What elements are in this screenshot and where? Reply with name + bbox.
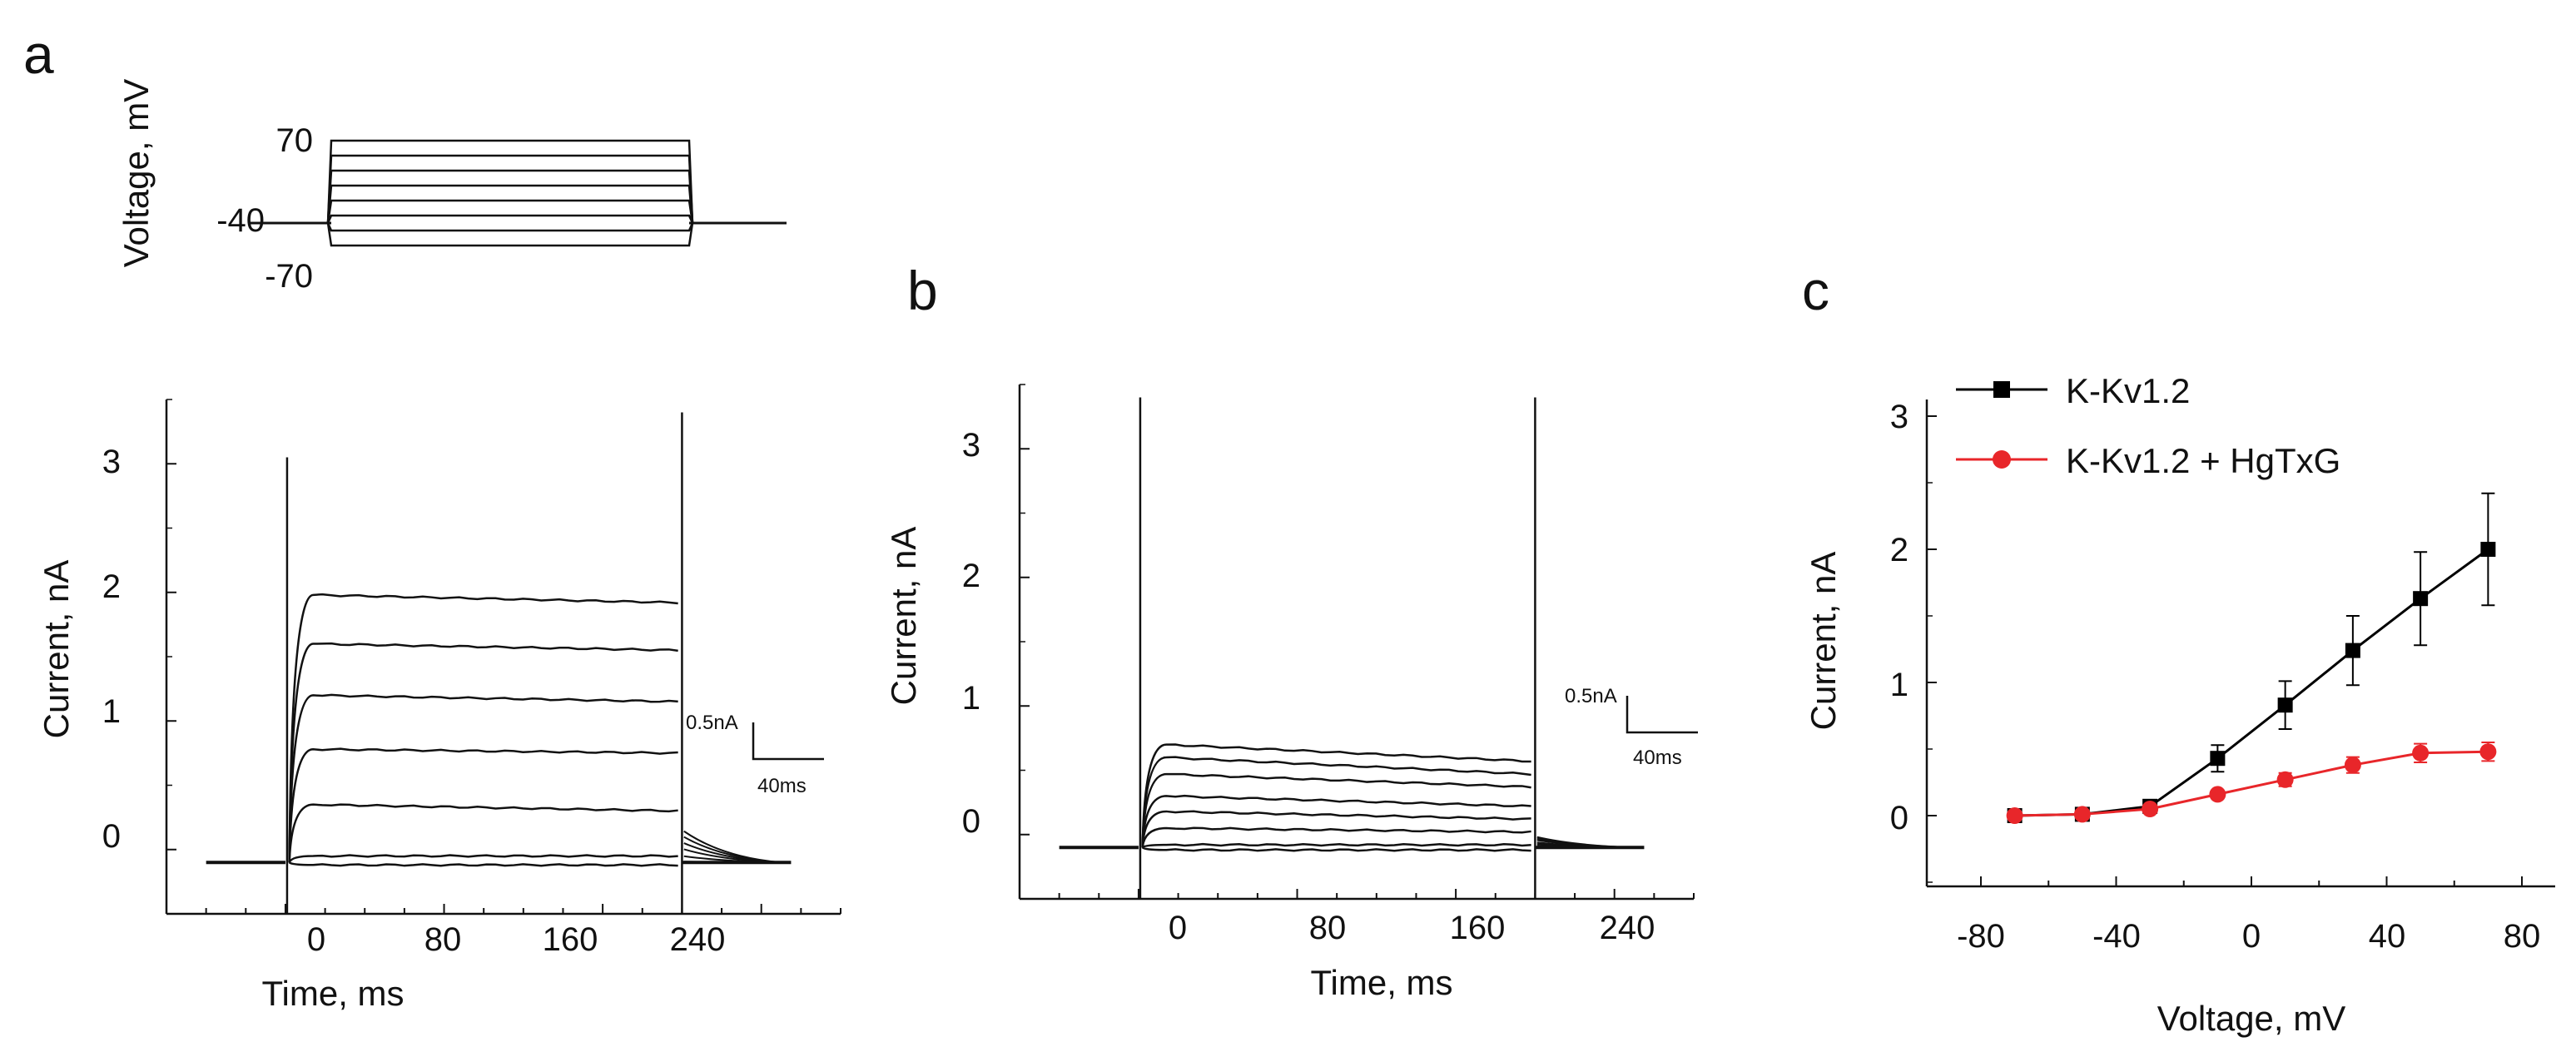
protocol-step-4 [326,184,694,224]
b-ytick-3: 3 [962,427,980,464]
a-xtick-240: 240 [670,921,726,958]
c-point-1-2 [2142,801,2159,817]
c-point-1-5 [2344,757,2361,774]
c-xtick-minus80: -80 [1957,918,2005,955]
a-ytick-3: 3 [102,444,121,480]
c-point-0-5 [2345,643,2360,658]
legend-marker-kv12 [1993,381,2010,398]
legend-label-hgtxg: K-Kv1.2 + HgTxG [2066,441,2340,480]
protocol-inset: Voltage, mV 70 -40 -70 [117,79,787,295]
protocol-step-7 [326,139,694,224]
b-xtick-240: 240 [1600,910,1655,946]
c-point-0-6 [2413,591,2429,607]
c-point-0-3 [2210,751,2226,767]
b-ytick-2: 2 [962,558,980,594]
panel-c-iv-chart: Current, nA Voltage, mV 0 1 2 3 -80 -40 … [1804,371,2555,1038]
a-trace-5 [288,642,678,863]
a-xlabel: Time, ms [261,974,404,1013]
c-ytick-3: 3 [1890,399,1908,435]
c-point-1-4 [2276,771,2294,788]
b-ytick-0: 0 [962,803,980,840]
a-trace-0 [288,861,678,867]
a-trace-2 [288,803,678,863]
c-point-0-7 [2480,542,2496,557]
c-xtick-40: 40 [2369,918,2406,955]
a-xtick-80: 80 [424,921,462,958]
b-trace-0 [1141,846,1531,852]
b-scale-bar: 0.5nA 40ms [1565,685,1698,769]
b-ylabel: Current, nA [884,527,923,706]
panel-a-label: a [23,23,54,85]
a-xtick-0: 0 [307,921,325,958]
b-trace-2 [1141,826,1531,848]
b-xtick-160: 160 [1450,910,1506,946]
b-scale-current: 0.5nA [1565,685,1617,707]
c-xlabel: Voltage, mV [2157,999,2345,1038]
protocol-step-0 [326,222,694,247]
a-scale-time: 40ms [757,775,807,797]
a-trace-3 [288,747,678,863]
a-ytick-1: 1 [102,693,121,730]
a-ytick-0: 0 [102,818,121,855]
b-scale-time: 40ms [1633,747,1682,769]
protocol-tick-minus70: -70 [265,258,313,295]
c-series-line-0 [2014,548,2489,817]
c-xtick-minus40: -40 [2092,918,2141,955]
b-xtick-80: 80 [1309,910,1347,946]
a-scale-bar-lines [752,722,824,761]
c-series-line-1 [2014,750,2489,817]
b-trace-7 [1141,743,1531,848]
a-xtick-160: 160 [543,921,598,958]
c-point-1-0 [2006,807,2023,824]
protocol-step-3 [326,199,694,224]
b-ytick-1: 1 [962,680,980,717]
a-trace-1 [288,854,678,863]
a-scale-bar: 0.5nA 40ms [686,712,824,797]
protocol-tick-minus40: -40 [216,202,265,239]
panel-c-label: c [1802,260,1829,321]
b-trace-3 [1141,810,1531,848]
panel-b-traces-chart: Current, nA Time, ms 0 1 2 3 0 80 160 24… [884,384,1698,1002]
c-point-1-3 [2209,786,2226,803]
c-point-1-7 [2479,743,2497,761]
a-scale-current: 0.5nA [686,712,738,734]
c-xtick-80: 80 [2504,918,2541,955]
protocol-ylabel: Voltage, mV [117,79,156,267]
b-xtick-0: 0 [1169,910,1187,946]
legend-marker-hgtxg [1993,450,2011,469]
protocol-step-2 [326,214,694,224]
a-trace-6 [288,593,678,863]
a-trace-4 [288,693,678,863]
protocol-tick-70: 70 [276,122,314,159]
c-point-0-4 [2277,697,2293,713]
protocol-step-6 [326,154,694,224]
c-point-1-6 [2412,744,2430,762]
panel-a-traces-chart: Current, nA Time, ms 0 1 2 3 0 80 160 24… [37,399,841,1013]
protocol-steps [250,139,787,247]
a-ylabel: Current, nA [37,560,76,739]
c-ylabel: Current, nA [1804,552,1843,731]
c-ytick-1: 1 [1890,667,1908,703]
b-trace-5 [1141,772,1531,848]
legend-label-kv12: K-Kv1.2 [2066,371,2190,410]
b-xlabel: Time, ms [1310,963,1452,1002]
c-legend: K-Kv1.2 K-Kv1.2 + HgTxG [1956,371,2340,480]
c-point-1-1 [2073,806,2091,823]
b-scale-bar-lines [1626,696,1698,734]
panel-b-label: b [907,260,938,321]
c-ytick-0: 0 [1890,800,1908,836]
b-trace-1 [1141,842,1531,849]
c-ytick-2: 2 [1890,532,1908,568]
protocol-step-1 [326,222,694,232]
c-xtick-0: 0 [2242,918,2261,955]
b-trace-4 [1141,794,1531,848]
b-trace-6 [1141,756,1531,848]
a-ytick-2: 2 [102,568,121,605]
